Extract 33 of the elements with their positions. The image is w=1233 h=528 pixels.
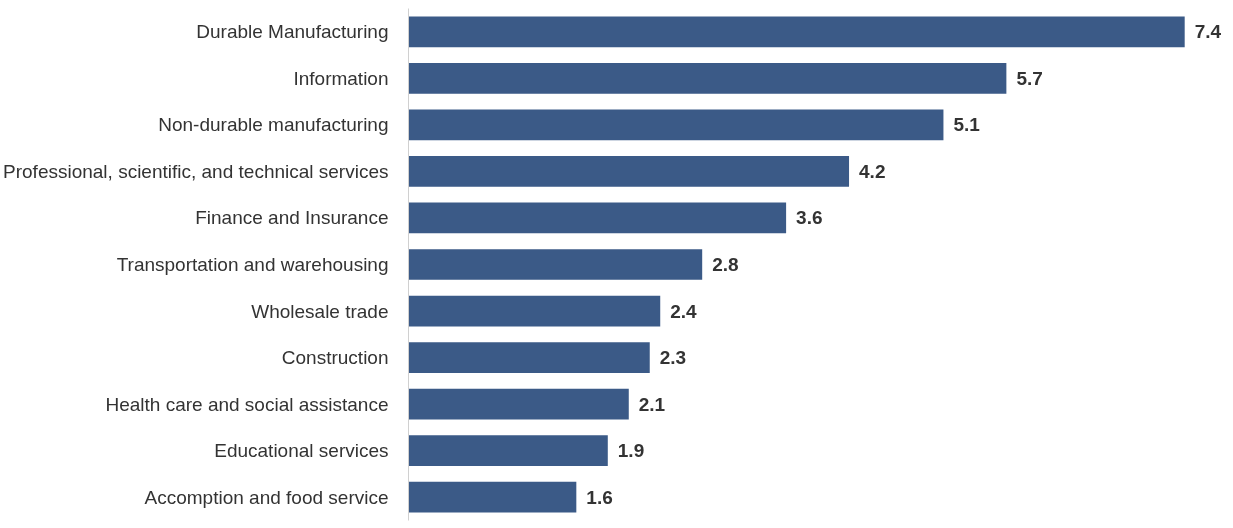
y-tick-label: Accomption and food service xyxy=(144,486,389,508)
data-label: 5.1 xyxy=(953,114,981,136)
y-tick-label: Educational services xyxy=(214,440,389,462)
bar xyxy=(408,481,577,513)
bar xyxy=(408,435,608,467)
bar xyxy=(408,16,1185,48)
bar xyxy=(408,156,850,187)
bar xyxy=(408,202,787,234)
bar xyxy=(408,249,703,280)
bar xyxy=(408,388,629,420)
data-label: 3.6 xyxy=(796,207,823,229)
y-tick-label: Finance and Insurance xyxy=(195,207,389,229)
data-label: 1.9 xyxy=(617,440,645,462)
bar xyxy=(408,109,944,141)
y-tick-label: Wholesale trade xyxy=(251,300,389,322)
y-tick-label: Professional, scientific, and technical services xyxy=(3,160,389,182)
data-label: 2.3 xyxy=(659,347,687,369)
y-tick-label: Durable Manufacturing xyxy=(196,21,389,43)
bar xyxy=(408,295,661,327)
y-tick-label: Health care and social assistance xyxy=(105,393,389,415)
y-tick-label: Information xyxy=(293,67,389,89)
data-label: 2.8 xyxy=(712,254,739,275)
data-label: 7.4 xyxy=(1194,21,1222,43)
bar xyxy=(408,62,1007,94)
y-tick-label: Transportation and warehousing xyxy=(116,254,389,275)
data-label: 5.7 xyxy=(1016,67,1043,89)
y-tick-label: Construction xyxy=(281,347,389,369)
data-label: 2.4 xyxy=(670,300,698,322)
data-label: 4.2 xyxy=(859,160,886,182)
y-tick-label: Non-durable manufacturing xyxy=(158,114,389,136)
data-label: 1.6 xyxy=(586,486,613,508)
data-label: 2.1 xyxy=(638,393,666,415)
bar xyxy=(408,342,650,373)
